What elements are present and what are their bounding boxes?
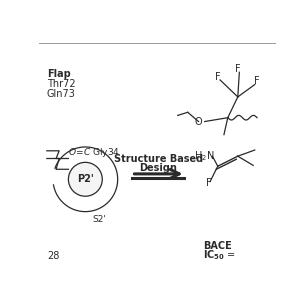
Text: O: O xyxy=(195,117,202,126)
Text: F: F xyxy=(215,72,221,82)
Text: $O\!=\!C$ Gly34: $O\!=\!C$ Gly34 xyxy=(68,146,120,159)
Text: H$_2$N: H$_2$N xyxy=(194,149,215,163)
Text: S2': S2' xyxy=(92,215,106,224)
Text: P2': P2' xyxy=(77,174,94,184)
Circle shape xyxy=(68,162,102,196)
Text: F: F xyxy=(235,64,241,74)
Text: $\mathbf{IC_{50}}$ =: $\mathbf{IC_{50}}$ = xyxy=(203,249,236,262)
Text: F: F xyxy=(254,76,260,87)
Text: Flap: Flap xyxy=(47,69,71,79)
Text: F: F xyxy=(206,178,211,188)
Text: 28: 28 xyxy=(47,251,59,261)
Text: Structure Based: Structure Based xyxy=(114,154,203,164)
Text: Design: Design xyxy=(140,163,177,173)
Text: Gln73: Gln73 xyxy=(47,89,76,99)
Text: BACE: BACE xyxy=(203,241,232,251)
Text: Thr72: Thr72 xyxy=(47,79,76,89)
